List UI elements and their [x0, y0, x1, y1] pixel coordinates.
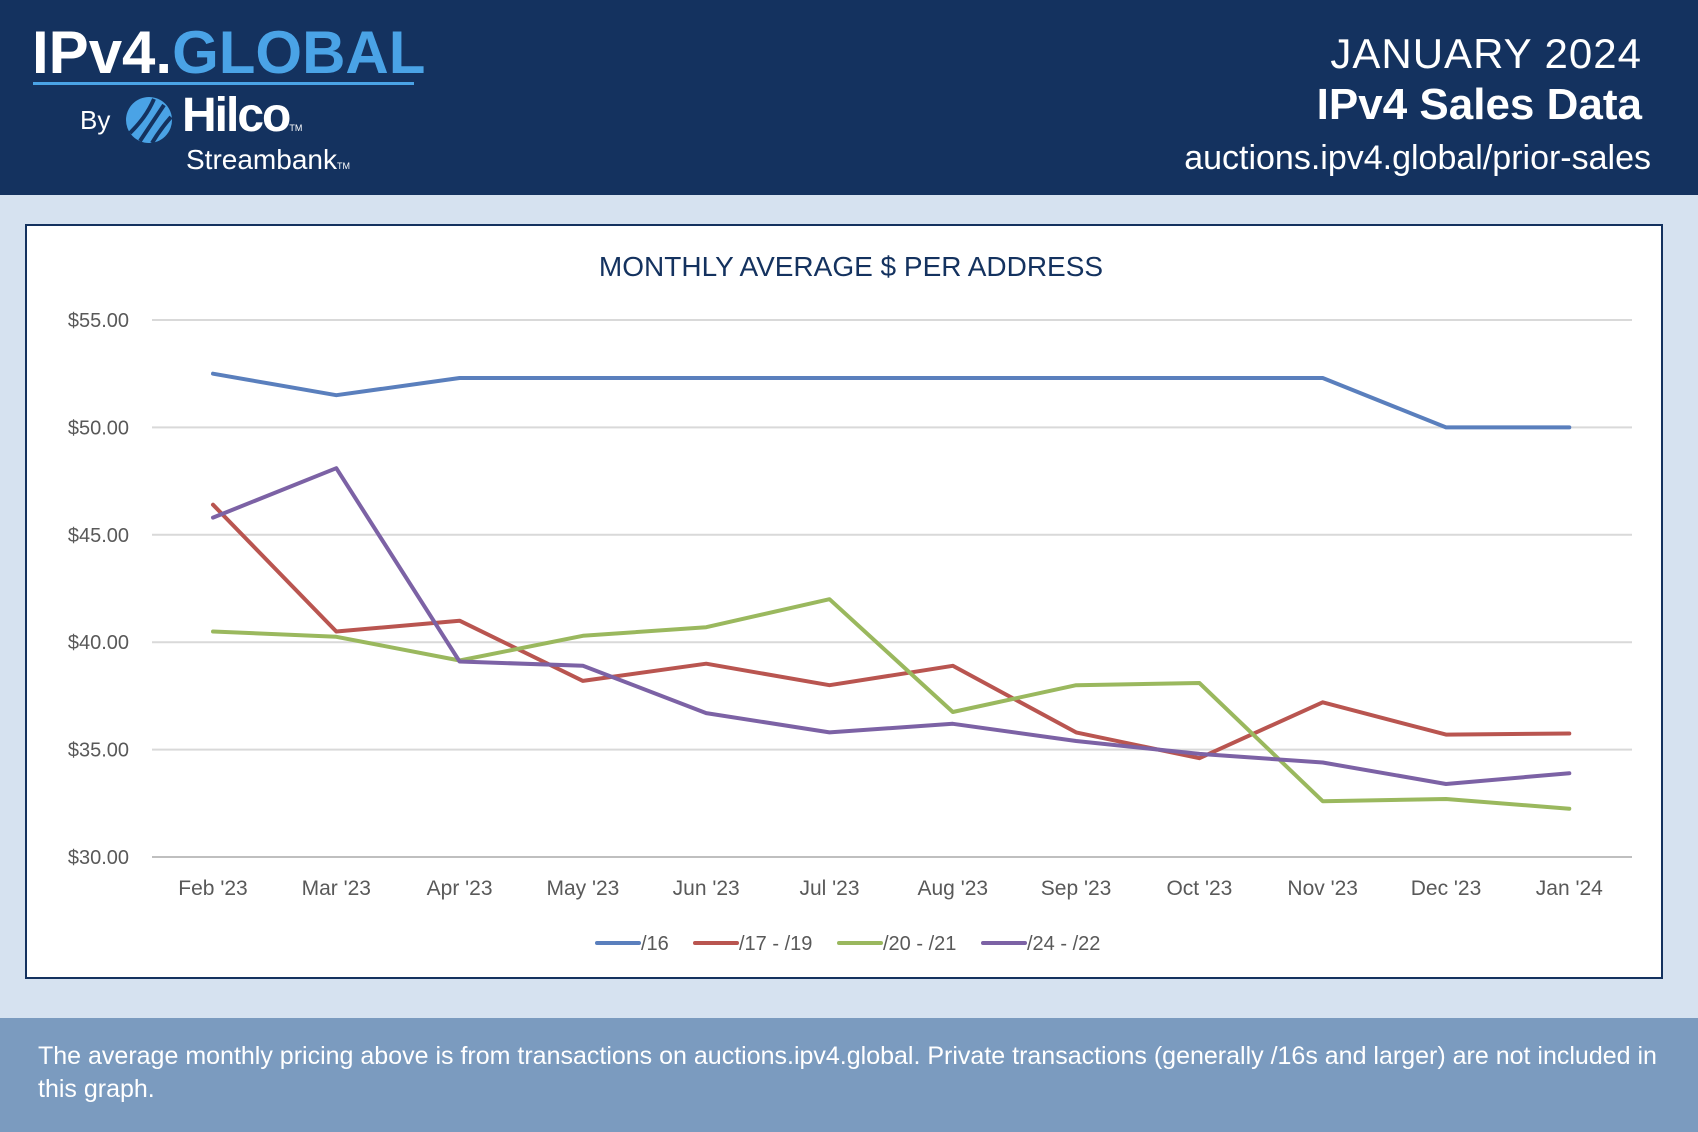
series-line-2	[211, 502, 1572, 761]
hilco-globe-icon	[126, 97, 173, 145]
streambank-text: Streambank	[186, 144, 337, 175]
logo-by-text: By	[80, 105, 111, 135]
prior-sales-link[interactable]: auctions.ipv4.global/prior-sales	[1184, 139, 1651, 177]
hilco-text: Hilco	[182, 89, 291, 142]
legend-label: /24 - /22	[1027, 933, 1100, 955]
series-line-4	[211, 466, 1572, 786]
y-tick-label: $30.00	[68, 847, 129, 869]
x-tick-label: Nov '23	[1287, 877, 1358, 900]
ipv4-global-logo[interactable]: IPv4.GLOBAL	[32, 18, 425, 88]
y-tick-label: $40.00	[68, 632, 129, 654]
x-tick-label: Jun '23	[673, 877, 740, 900]
line-chart: MONTHLY AVERAGE $ PER ADDRESS $30.00 $35.0…	[68, 251, 1632, 955]
y-tick-label: $55.00	[68, 310, 129, 332]
hilco-wordmark: HilcoTM	[182, 90, 302, 154]
footer-text: The average monthly pricing above is fro…	[38, 1042, 1657, 1103]
y-tick-label: $50.00	[68, 417, 129, 439]
legend-label: /16	[641, 933, 669, 955]
legend-label: /20 - /21	[883, 933, 956, 955]
x-tick-label: May '23	[546, 877, 619, 900]
x-tick-label: Oct '23	[1166, 877, 1232, 900]
x-tick-label: Jul '23	[799, 877, 859, 900]
chart-title: MONTHLY AVERAGE $ PER ADDRESS	[599, 251, 1103, 282]
y-tick-label: $45.00	[68, 525, 129, 547]
logo-text-global: GLOBAL	[172, 19, 426, 86]
series-line-3	[211, 597, 1572, 811]
chart-panel: MONTHLY AVERAGE $ PER ADDRESS $30.00 $35.0…	[25, 224, 1663, 979]
streambank-tm: TM	[336, 161, 350, 171]
series-line-1	[211, 371, 1572, 430]
header-banner: IPv4.GLOBAL By HilcoTM StreambankTM JANU…	[0, 0, 1698, 195]
footer-note: The average monthly pricing above is fro…	[0, 1018, 1698, 1132]
logo-underline	[33, 82, 414, 85]
hilco-tm: TM	[289, 123, 303, 133]
y-tick-label: $35.00	[68, 740, 129, 762]
streambank-wordmark: StreambankTM	[186, 144, 350, 182]
x-tick-label: Jan '24	[1536, 877, 1603, 900]
x-tick-label: Sep '23	[1041, 877, 1112, 900]
legend-label: /17 - /19	[739, 933, 812, 955]
x-tick-label: Feb '23	[178, 877, 247, 900]
x-tick-label: Apr '23	[427, 877, 493, 900]
report-title: IPv4 Sales Data	[1316, 80, 1642, 129]
x-tick-label: Dec '23	[1411, 877, 1482, 900]
logo-text-ipv4: IPv4.	[32, 19, 173, 86]
x-tick-label: Aug '23	[918, 877, 989, 900]
x-tick-label: Mar '23	[302, 877, 371, 900]
report-month: JANUARY 2024	[1330, 30, 1642, 77]
